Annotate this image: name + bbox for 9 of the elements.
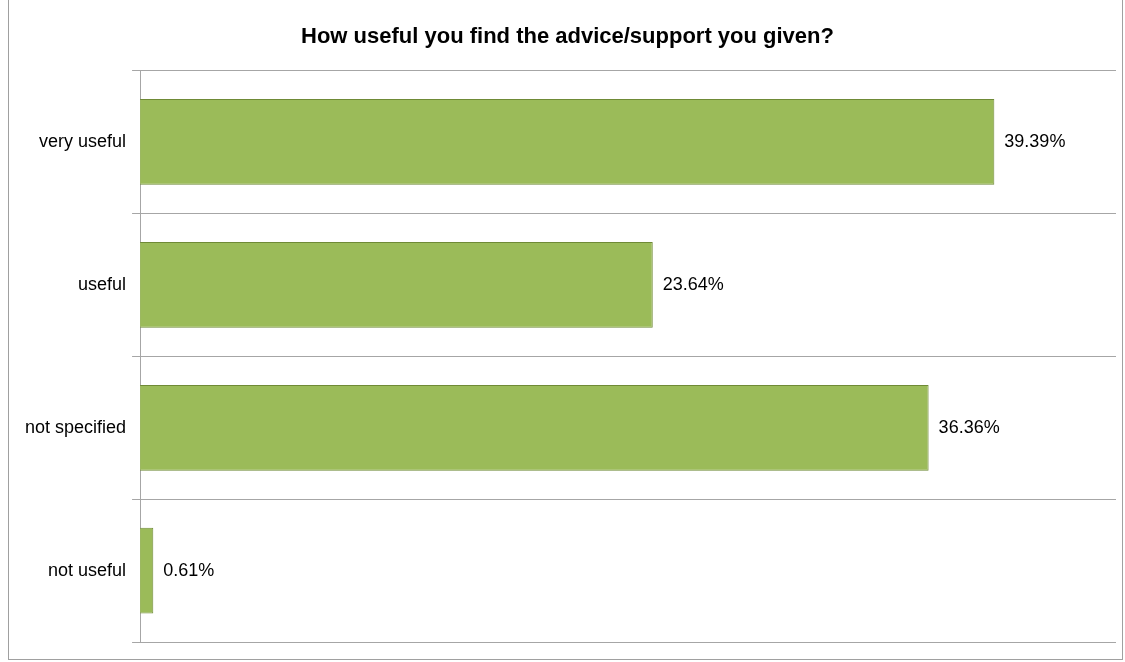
y-tick-label: not specified xyxy=(24,416,127,437)
chart-title: How useful you find the advice/support you given? xyxy=(301,23,834,49)
y-tick-label: not useful xyxy=(48,559,127,580)
y-tick-label: very useful xyxy=(39,130,127,151)
data-label: 0.61% xyxy=(163,559,215,580)
y-tick-label: useful xyxy=(78,273,127,294)
data-label: 39.39% xyxy=(1004,130,1066,151)
data-label: 23.64% xyxy=(662,273,724,294)
data-label: 36.36% xyxy=(938,416,1000,437)
